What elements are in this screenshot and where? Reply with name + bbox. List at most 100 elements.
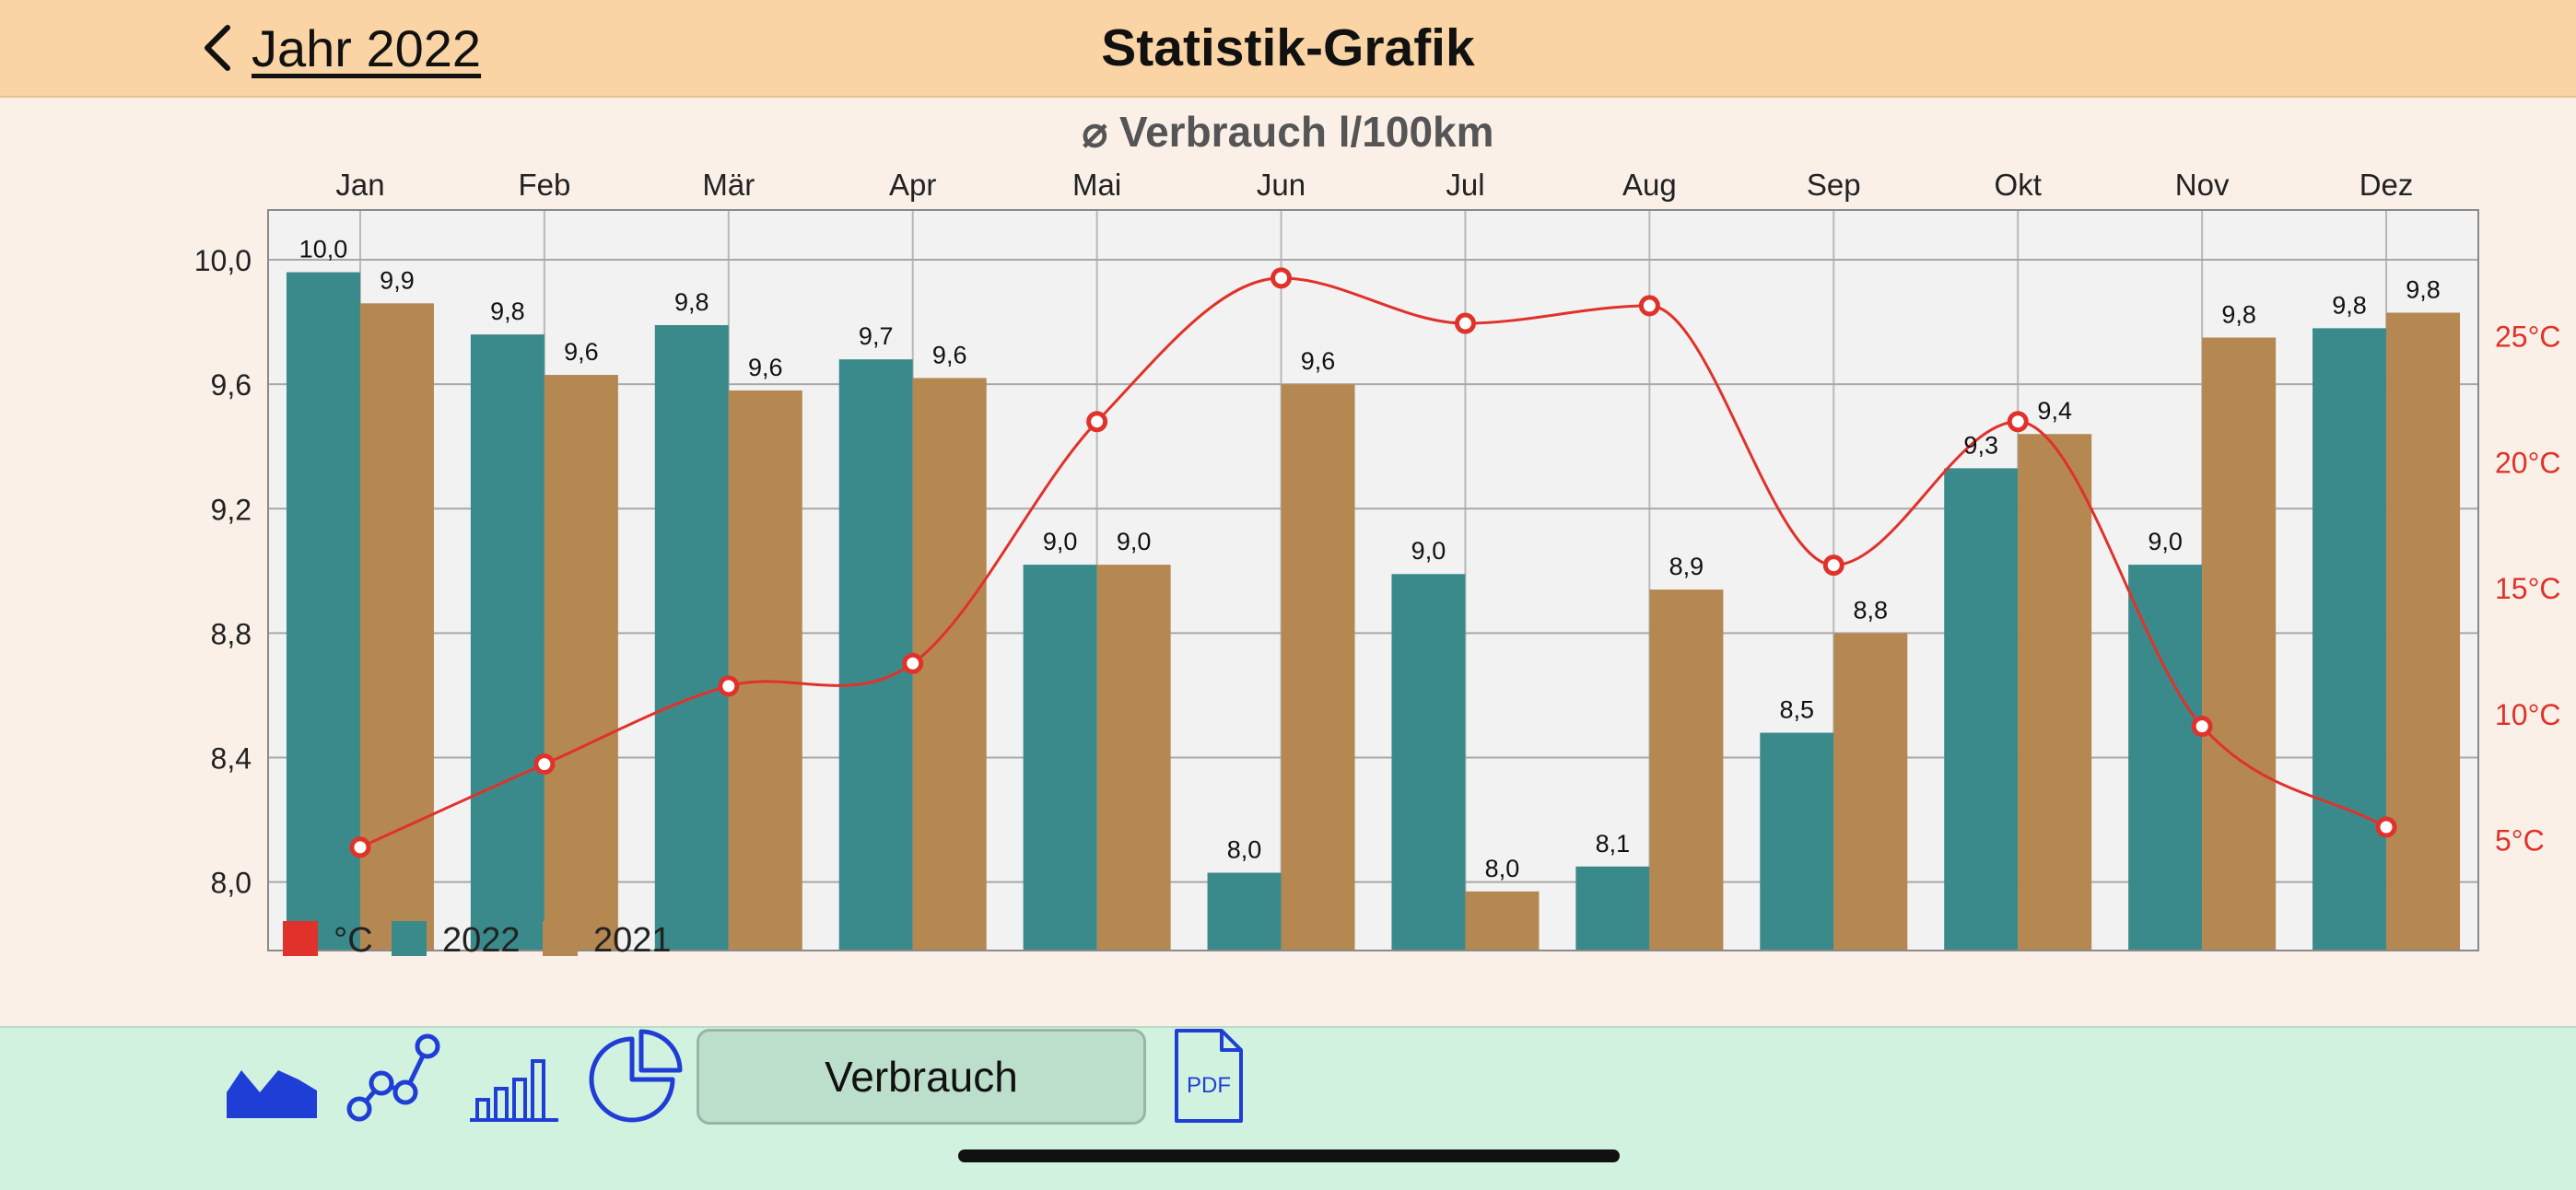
bar-label-2021: 9,6 — [1301, 347, 1336, 375]
bar-label-2022: 8,0 — [1227, 836, 1262, 864]
y2-tick-label: 20°C — [2495, 446, 2561, 479]
bar-label-2022: 9,8 — [490, 298, 525, 325]
line-chart-button[interactable] — [345, 1028, 440, 1124]
bar-label-2021: 9,6 — [932, 341, 967, 368]
line-chart-icon — [346, 1033, 440, 1122]
data-labels: 10,0 9,9 9,8 9,6 9,8 9,6 9,7 9,6 9,0 9,0 8,0 9,6 9,0… — [299, 236, 2441, 882]
y2-tick-label: 15°C — [2495, 572, 2561, 605]
bar-2021 — [1096, 565, 1171, 951]
y2-tick-label: 10°C — [2495, 698, 2561, 731]
bar-2022 — [838, 359, 913, 951]
page-title: Statistik-Grafik — [1101, 18, 1475, 77]
bar-label-2021: 8,8 — [1854, 596, 1889, 624]
pdf-export-button[interactable]: PDF — [1174, 1028, 1244, 1124]
x-tick-label: Aug — [1622, 168, 1677, 202]
consumption-button[interactable]: Verbrauch — [697, 1029, 1146, 1125]
x-tick-label: Nov — [2175, 168, 2230, 202]
y-tick-label: 9,6 — [211, 368, 252, 402]
x-tick-label: Jun — [1257, 168, 1306, 202]
legend-swatch — [283, 921, 318, 956]
pie-chart-button[interactable] — [586, 1028, 684, 1126]
plot-background — [268, 210, 2478, 951]
legend-swatch — [543, 921, 578, 956]
bar-label-2021: 9,9 — [380, 266, 415, 294]
y-tick-label: 8,0 — [211, 867, 252, 900]
bar-label-2022: 9,0 — [1411, 537, 1446, 565]
bar-label-2021: 8,9 — [1669, 553, 1704, 580]
back-label: Jahr 2022 — [252, 18, 482, 77]
bar-label-2022: 9,7 — [859, 322, 894, 350]
bar-chart-button[interactable] — [468, 1056, 560, 1124]
plot-area — [268, 210, 2478, 951]
bar-2022 — [2128, 565, 2203, 951]
bar-2021 — [2018, 434, 2092, 951]
temperature-point — [1638, 295, 1660, 317]
x-tick-label: Jul — [1446, 168, 1484, 202]
pdf-document-icon: PDF — [1175, 1029, 1243, 1123]
y-tick-label: 8,8 — [211, 617, 252, 650]
bar-2022 — [1207, 872, 1282, 951]
x-tick-label: Mai — [1072, 168, 1121, 202]
bar-2021 — [1833, 633, 1908, 951]
bar-label-2022: 10,0 — [299, 236, 348, 263]
bar-label-2021: 9,6 — [564, 338, 599, 366]
temperature-point — [2007, 411, 2029, 433]
x-tick-label: Dez — [2359, 168, 2414, 202]
y-tick-label: 10,0 — [194, 244, 252, 277]
bar-chart-icon — [470, 1059, 558, 1122]
temperature-point — [718, 675, 740, 697]
bar-label-2021: 9,8 — [2406, 275, 2441, 303]
y2-tick-label: 25°C — [2495, 321, 2561, 354]
temperature-point — [1822, 554, 1844, 577]
temperature-point — [1086, 411, 1108, 433]
bar-2022 — [1575, 866, 1650, 951]
x-tick-label: Apr — [889, 168, 936, 202]
bar-label-2021: 8,0 — [1485, 855, 1520, 882]
consumption-chart: ⌀ Verbrauch l/100km 10,0 9,9 9,8 9,6 9,8 9,6 9… — [194, 108, 2561, 960]
bar-label-2022: 9,0 — [1043, 528, 1078, 555]
bar-label-2021: 9,6 — [748, 354, 783, 381]
bar-2022 — [2313, 328, 2387, 951]
y2-tick-label: 5°C — [2495, 824, 2545, 858]
bar-2022 — [286, 272, 360, 951]
bar-label-2021: 9,0 — [1117, 528, 1152, 555]
temperature-point — [349, 836, 371, 858]
legend-swatch — [392, 921, 427, 956]
home-indicator — [958, 1149, 1620, 1162]
x-tick-label: Feb — [518, 168, 570, 202]
bar-2021 — [912, 378, 987, 951]
temperature-point — [902, 652, 924, 674]
x-tick-label: Jan — [335, 168, 384, 202]
y-tick-label: 8,4 — [211, 742, 252, 776]
bar-2022 — [1391, 574, 1466, 951]
bar-label-2022: 9,0 — [2148, 528, 2183, 555]
temperature-point — [533, 753, 556, 776]
area-chart-button[interactable] — [225, 1057, 319, 1120]
pdf-label: PDF — [1187, 1073, 1231, 1098]
legend-label: °C — [334, 921, 373, 960]
bar-label-2022: 9,8 — [674, 288, 709, 316]
bar-2021 — [728, 390, 802, 951]
bar-label-2021: 9,8 — [2221, 301, 2256, 329]
x-tick-label: Mär — [702, 168, 755, 202]
y-tick-label: 9,2 — [211, 493, 252, 526]
chevron-left-icon — [205, 25, 230, 71]
bar-2021 — [2386, 312, 2461, 951]
axes: 8,0 8,4 8,8 9,2 9,6 10,0 5°C 10°C 15°C 20°C 25°C Ja… — [194, 168, 2561, 951]
temperature-point — [2191, 716, 2213, 738]
pie-chart-icon — [589, 1029, 683, 1123]
plot-border — [267, 209, 2479, 951]
bar-2022 — [1023, 565, 1097, 951]
legend: °C 2022 2021 — [283, 921, 672, 960]
bar-2022 — [470, 334, 544, 951]
back-button[interactable]: Jahr 2022 — [198, 13, 481, 83]
x-tick-label: Okt — [1995, 168, 2042, 202]
x-tick-label: Sep — [1807, 168, 1861, 202]
bar-2021 — [2202, 337, 2277, 951]
chart-title: ⌀ Verbrauch l/100km — [1082, 108, 1493, 156]
bar-label-2021: 9,4 — [2037, 397, 2072, 425]
legend-label: 2021 — [593, 921, 672, 960]
temperature-point — [1454, 312, 1476, 334]
bar-label-2022: 8,1 — [1596, 830, 1631, 858]
bar-label-2022: 8,5 — [1780, 696, 1815, 724]
